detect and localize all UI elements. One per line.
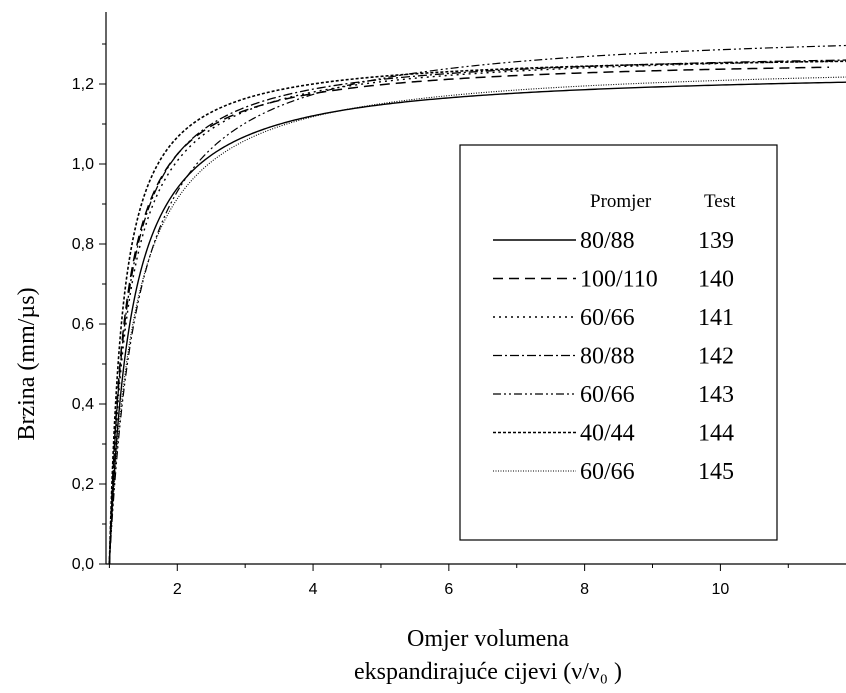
legend-diameter-139: 80/88	[580, 228, 635, 254]
legend-header-test: Test	[704, 191, 736, 212]
series-line-145	[108, 76, 846, 565]
y-tick-label: 0,2	[72, 476, 94, 493]
y-axis-title: Brzina (mm/µs)	[14, 287, 40, 440]
legend-test-145: 145	[698, 459, 734, 485]
series-line-141	[108, 60, 846, 565]
legend-test-140: 140	[698, 267, 734, 293]
legend-diameter-144: 40/44	[580, 421, 635, 447]
y-tick-label: 0,4	[72, 396, 94, 413]
series-lines	[108, 44, 846, 565]
x-axis-title-line2: ekspandirajuće cijevi (ν/ν₀ )	[354, 659, 622, 685]
legend-diameter-141: 60/66	[580, 305, 635, 331]
legend-test-139: 139	[698, 228, 734, 254]
y-tick-label: 0,8	[72, 236, 94, 253]
x-ticks: 2 4 6 8 10	[108, 564, 789, 598]
y-tick-label: 0,6	[72, 316, 94, 333]
series-line-143	[108, 44, 846, 565]
series-line-142	[108, 59, 846, 565]
legend-test-142: 142	[698, 344, 734, 370]
y-tick-label: 1,2	[72, 76, 94, 93]
legend-diameter-143: 60/66	[580, 382, 635, 408]
x-tick-label: 6	[444, 581, 453, 598]
legend-box	[459, 144, 778, 541]
x-tick-label: 10	[712, 581, 730, 598]
legend-test-141: 141	[698, 305, 734, 331]
series-line-140	[108, 66, 830, 565]
x-tick-label: 2	[173, 581, 182, 598]
y-tick-label: 1,0	[72, 156, 94, 173]
series-line-139	[108, 81, 846, 565]
x-tick-label: 8	[580, 581, 589, 598]
legend-test-144: 144	[698, 421, 734, 447]
x-tick-label: 4	[309, 581, 318, 598]
legend-test-143: 143	[698, 382, 734, 408]
x-axis-title-line1: Omjer volumena	[407, 626, 569, 652]
y-tick-label: 0,0	[72, 556, 94, 573]
series-line-144	[108, 60, 846, 565]
y-ticks: 0,0 0,2 0,4 0,6 0,8 1,0 1,2	[72, 43, 106, 573]
legend-header-diameter: Promjer	[590, 191, 652, 212]
legend-diameter-140: 100/110	[580, 267, 658, 293]
legend-items: 80/88 139 100/110 140 60/66 141 80/88 142 60/66 1…	[493, 228, 734, 485]
legend-diameter-142: 80/88	[580, 344, 635, 370]
legend-diameter-145: 60/66	[580, 459, 635, 485]
